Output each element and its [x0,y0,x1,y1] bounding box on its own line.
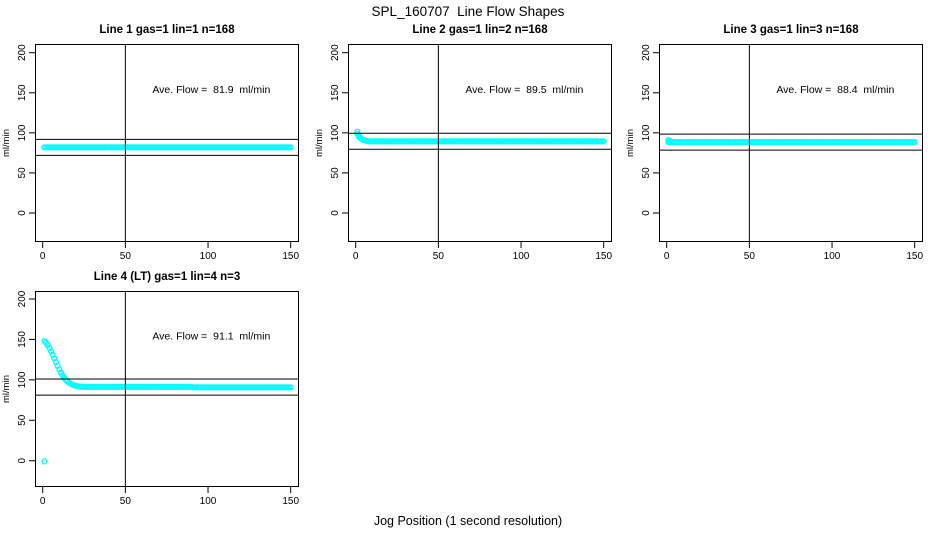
y-tick-label: 200 [330,44,341,61]
x-tick-label: 100 [200,496,217,507]
y-tick-label: 100 [17,371,28,388]
panel-4-title: Line 4 (LT) gas=1 lin=4 n=3 [93,271,241,283]
x-axis-label: Jog Position (1 second resolution) [373,514,563,528]
plot-border [35,44,299,242]
y-tick-label: 150 [17,331,28,348]
data-point [600,138,607,145]
x-tick-label: 150 [282,496,299,507]
y-tick-label: 50 [641,167,652,179]
x-tick-label: 0 [353,251,359,262]
y-tick-label: 0 [17,457,28,463]
x-tick-label: 0 [664,251,670,262]
plot-border [348,44,612,242]
y-axis-unit-label: ml/min [625,129,636,157]
y-tick-label: 200 [17,44,28,61]
panel-3-title: Line 3 gas=1 lin=3 n=168 [723,24,859,36]
y-tick-label: 100 [641,124,652,141]
y-tick-label: 150 [641,84,652,101]
data-point [287,144,294,151]
y-tick-label: 200 [17,290,28,307]
panel-1-plot: 0 50 100 150 0 50 100 150 200 ml/min Ave. Flow = 8… [1,44,299,262]
y-tick-label: 0 [17,210,28,216]
y-tick-label: 50 [17,167,28,179]
x-tick-label: 100 [513,251,530,262]
figure-title: SPL_160707 Line Flow Shapes [371,4,565,19]
plot-border [659,44,923,242]
x-tick-label: 100 [200,251,217,262]
y-axis-unit-label: ml/min [314,129,325,157]
x-tick-label: 0 [40,496,46,507]
y-tick-label: 100 [330,124,341,141]
avg-flow-annotation: Ave. Flow = 88.4 ml/min [776,84,894,96]
y-tick-label: 150 [330,84,341,101]
y-tick-label: 0 [641,210,652,216]
data-point [41,458,48,465]
panel-4-plot: 0 50 100 150 0 50 100 150 200 ml/min Ave. Flow = 9… [1,290,299,507]
y-tick-label: 50 [17,414,28,426]
y-tick-label: 150 [17,84,28,101]
panel-3-plot: 0 50 100 150 0 50 100 150 200 ml/min Ave. Flow = 8… [625,44,923,262]
panel-2-plot: 0 50 100 150 0 50 100 150 200 ml/min Ave. Flow = 8… [314,44,612,262]
x-tick-label: 50 [433,251,445,262]
data-point [287,384,294,391]
x-tick-label: 0 [40,251,46,262]
avg-flow-annotation: Ave. Flow = 89.5 ml/min [465,84,583,96]
data-point [911,138,918,146]
x-tick-label: 50 [120,496,132,507]
y-tick-label: 0 [330,210,341,216]
y-axis-unit-label: ml/min [1,375,12,403]
y-tick-label: 200 [641,44,652,61]
x-tick-label: 150 [282,251,299,262]
y-tick-label: 100 [17,124,28,141]
y-axis-unit-label: ml/min [1,129,12,157]
x-tick-label: 100 [824,251,841,262]
panel-2-title: Line 2 gas=1 lin=2 n=168 [412,24,548,36]
x-tick-label: 150 [595,251,612,262]
x-tick-label: 50 [120,251,132,262]
avg-flow-annotation: Ave. Flow = 91.1 ml/min [152,330,270,342]
panel-1-title: Line 1 gas=1 lin=1 n=168 [99,24,235,36]
avg-flow-annotation: Ave. Flow = 81.9 ml/min [152,84,270,96]
plot-border [35,291,299,487]
y-tick-label: 50 [330,167,341,179]
x-tick-label: 50 [744,251,756,262]
x-tick-label: 150 [906,251,923,262]
